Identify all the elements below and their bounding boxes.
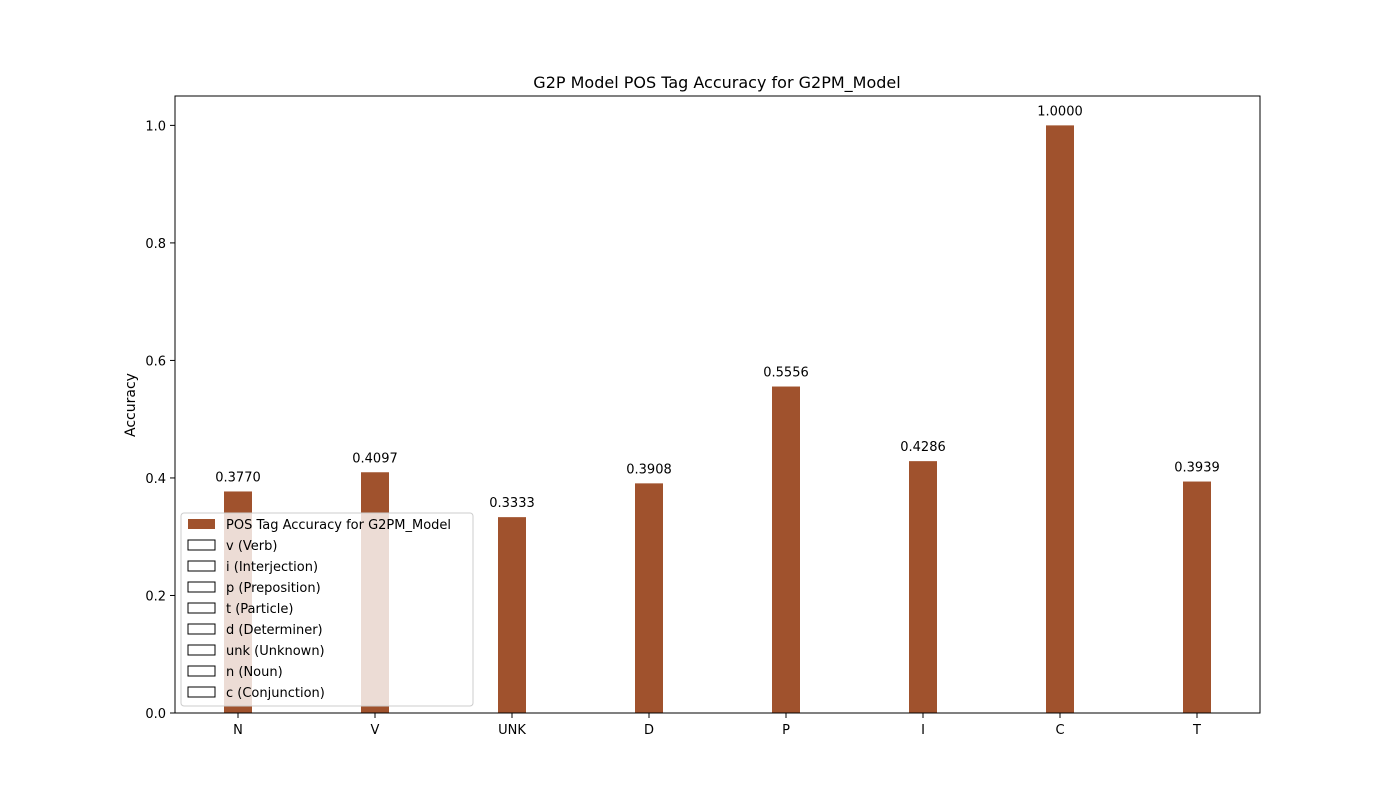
legend-swatch [187, 644, 216, 656]
legend-entry-label: POS Tag Accuracy for G2PM_Model [226, 518, 451, 533]
y-tick-label: 0.8 [145, 237, 166, 252]
y-tick-label: 1.0 [145, 119, 166, 134]
legend-entry-label: c (Conjunction) [226, 686, 325, 701]
bar-value-label: 0.3333 [489, 496, 535, 511]
y-tick-label: 0.4 [145, 472, 166, 487]
x-tick-label: C [1055, 723, 1064, 738]
bar-t [1183, 481, 1211, 713]
chart-title: G2P Model POS Tag Accuracy for G2PM_Mode… [533, 73, 900, 93]
y-tick-label: 0.6 [145, 354, 166, 369]
y-axis: 0.0 0.2 0.4 0.6 0.8 1.0 [145, 119, 175, 722]
legend-entry-label: t (Particle) [226, 602, 293, 617]
bar-value-label: 0.3770 [215, 470, 261, 485]
legend-entry-label: p (Preposition) [226, 581, 321, 596]
y-axis-label: Accuracy [123, 373, 139, 437]
legend-entry-label: v (Verb) [226, 539, 277, 554]
bars-group [224, 125, 1211, 713]
bar-value-label: 0.3939 [1174, 461, 1220, 476]
legend-entry-label: n (Noun) [226, 665, 283, 680]
x-tick-label: UNK [498, 723, 526, 738]
legend-box [180, 512, 474, 707]
legend-entry-label: i (Interjection) [226, 560, 318, 575]
legend-swatch [187, 539, 216, 551]
x-tick-label: T [1192, 723, 1201, 738]
x-tick-label: N [233, 723, 243, 738]
legend-swatch [187, 602, 216, 614]
x-tick-label: D [644, 723, 654, 738]
bar-value-label: 1.0000 [1037, 104, 1083, 119]
x-tick-label: P [782, 723, 790, 738]
legend-swatch [187, 581, 216, 593]
bar-value-label: 0.4286 [900, 440, 946, 455]
plot-frame [174, 95, 1261, 714]
bar-c [1046, 125, 1074, 713]
x-tick-label: I [921, 723, 925, 738]
legend-swatch [187, 623, 216, 635]
bar-d [635, 483, 663, 713]
legend-swatch [187, 560, 216, 572]
value-labels-group: 0.3770 0.4097 0.3333 0.3908 0.5556 0.4286 1.00… [215, 104, 1220, 511]
legend-entry-label: d (Determiner) [226, 623, 323, 638]
legend-swatch [187, 686, 216, 698]
y-tick-label: 0.2 [145, 589, 166, 604]
legend-swatch [187, 665, 216, 677]
bar-unk [498, 517, 526, 713]
bar-value-label: 0.3908 [626, 462, 672, 477]
x-tick-label: V [371, 723, 380, 738]
bar-value-label: 0.5556 [763, 366, 809, 381]
legend-swatch [188, 519, 215, 529]
x-axis: N V UNK D P I C T [233, 713, 1201, 738]
y-tick-label: 0.0 [145, 707, 166, 722]
bar-value-label: 0.4097 [352, 451, 398, 466]
legend-entry-label: unk (Unknown) [226, 644, 325, 659]
bar-i [909, 461, 937, 713]
bar-p [772, 386, 800, 713]
